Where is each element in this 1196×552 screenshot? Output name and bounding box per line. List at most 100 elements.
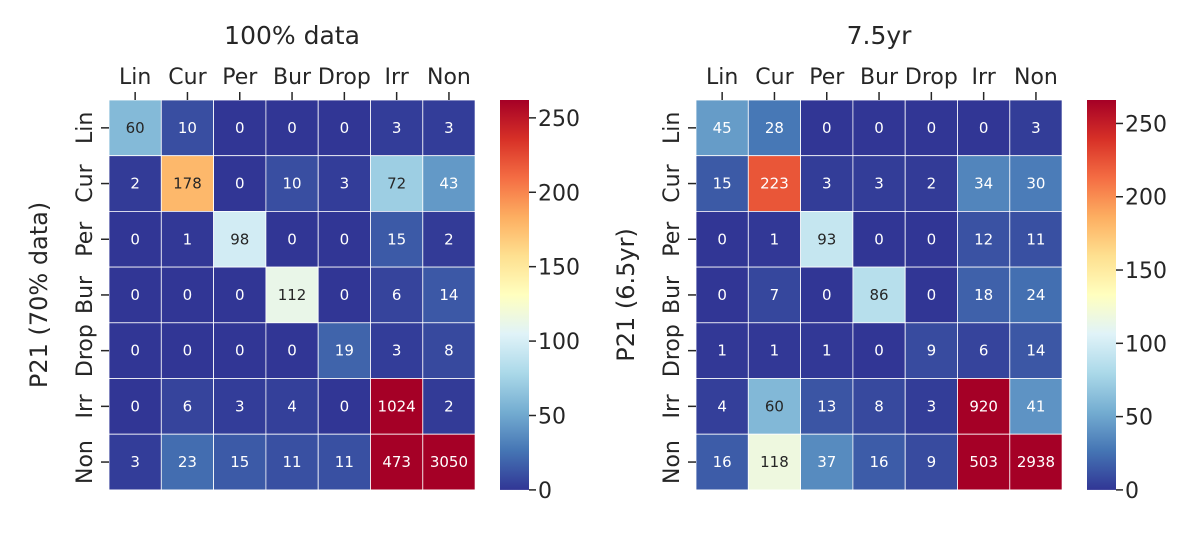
- heatmap-cell: [370, 99, 424, 157]
- cell-value-label: 45: [713, 119, 732, 137]
- cell-value-label: 0: [235, 175, 245, 193]
- heatmap-cell: [852, 266, 906, 324]
- heatmap-cell: [695, 322, 749, 379]
- heatmap-cell: [108, 322, 162, 379]
- heatmap-cell: [213, 378, 267, 435]
- heatmap-cell: [1009, 99, 1063, 157]
- heatmap-cell: [695, 99, 749, 157]
- heatmap-cell: [747, 433, 801, 491]
- cell-value-label: 3: [235, 397, 245, 415]
- heatmap-cell: [108, 99, 162, 157]
- cell-value-label: 0: [874, 230, 884, 248]
- colorbar-tick-label: 200: [1125, 186, 1167, 211]
- cell-value-label: 0: [130, 286, 140, 304]
- cell-value-label: 72: [387, 175, 406, 193]
- heatmap-cell: [160, 210, 215, 268]
- y-tick-label: Drop: [660, 324, 685, 377]
- cell-value-label: 6: [979, 342, 989, 360]
- cell-value-label: 8: [874, 397, 884, 415]
- heatmap-cell: [213, 210, 267, 268]
- cell-value-label: 86: [870, 286, 889, 304]
- colorbar-tick-label: 0: [538, 479, 552, 504]
- heatmap-cell: [108, 378, 162, 435]
- heatmap-cell: [852, 99, 906, 157]
- cell-value-label: 0: [340, 286, 350, 304]
- cell-value-label: 11: [1026, 230, 1045, 248]
- heatmap-cell: [422, 378, 476, 435]
- cell-value-label: 0: [287, 230, 297, 248]
- cell-value-label: 3: [392, 342, 402, 360]
- colorbar-tick-label: 50: [538, 404, 566, 429]
- heatmap-cell: [317, 210, 371, 268]
- cell-value-label: 2: [444, 397, 454, 415]
- cell-value-label: 34: [974, 175, 993, 193]
- colorbar-tick-label: 50: [1125, 406, 1153, 431]
- cell-value-label: 178: [173, 175, 202, 193]
- cell-value-label: 37: [817, 453, 836, 471]
- cell-value-label: 0: [183, 342, 193, 360]
- cell-value-label: 11: [283, 453, 302, 471]
- y-axis-label: P21 (6.5yr): [612, 228, 640, 362]
- cell-value-label: 16: [870, 453, 889, 471]
- heatmap-cell: [852, 210, 906, 268]
- x-tick-label: Drop: [318, 65, 371, 90]
- heatmap-cell: [213, 322, 267, 379]
- cell-value-label: 8: [444, 342, 454, 360]
- heatmap-cell: [800, 99, 854, 157]
- y-tick-label: Irr: [660, 393, 685, 418]
- y-tick-label: Lin: [73, 112, 98, 144]
- heatmap-cell: [800, 155, 854, 212]
- colorbar: [1087, 100, 1116, 490]
- heatmap-cell: [1009, 210, 1063, 268]
- cell-value-label: 0: [927, 230, 937, 248]
- colorbar-tick-label: 250: [538, 107, 580, 132]
- cell-value-label: 0: [927, 119, 937, 137]
- heatmap-cell: [160, 99, 215, 157]
- cell-value-label: 0: [927, 286, 937, 304]
- cell-value-label: 0: [717, 286, 727, 304]
- cell-value-label: 10: [283, 175, 302, 193]
- cell-value-label: 41: [1026, 397, 1045, 415]
- heatmap-cell: [370, 433, 424, 491]
- cell-value-label: 43: [439, 175, 458, 193]
- heatmap-cell: [747, 99, 801, 157]
- y-tick-label: Irr: [73, 393, 98, 418]
- heatmap-cell: [1009, 378, 1063, 435]
- heatmap-cell: [800, 378, 854, 435]
- heatmap-cell: [904, 155, 958, 212]
- cell-value-label: 1: [770, 230, 780, 248]
- heatmap-cell: [957, 155, 1011, 212]
- heatmap-cell: [265, 210, 319, 268]
- cell-value-label: 0: [340, 119, 350, 137]
- cell-value-label: 10: [178, 119, 197, 137]
- heatmap-cell: [1009, 266, 1063, 324]
- heatmap-cell: [957, 433, 1011, 491]
- cell-value-label: 3: [1031, 119, 1041, 137]
- x-tick-label: Irr: [385, 65, 410, 90]
- cell-value-label: 503: [969, 453, 998, 471]
- heatmap-cell: [422, 155, 476, 212]
- y-tick-label: Non: [660, 440, 685, 484]
- cell-value-label: 0: [340, 230, 350, 248]
- y-tick-label: Per: [660, 221, 685, 257]
- cell-value-label: 1: [822, 342, 832, 360]
- heatmap-cell: [422, 433, 476, 491]
- heatmap-cell: [695, 433, 749, 491]
- cell-value-label: 0: [235, 119, 245, 137]
- cell-value-label: 98: [230, 230, 249, 248]
- cell-value-label: 0: [822, 286, 832, 304]
- heatmap-cell: [160, 266, 215, 324]
- cell-value-label: 4: [287, 397, 297, 415]
- cell-value-label: 3: [444, 119, 454, 137]
- y-tick-label: Cur: [73, 163, 98, 202]
- heatmap-cell: [747, 266, 801, 324]
- colorbar-tick-label: 100: [1125, 332, 1167, 357]
- cell-value-label: 9: [927, 453, 937, 471]
- heatmap-cell: [370, 210, 424, 268]
- heatmap-cell: [317, 378, 371, 435]
- heatmap-cell: [695, 266, 749, 324]
- colorbar-tick-label: 100: [538, 330, 580, 355]
